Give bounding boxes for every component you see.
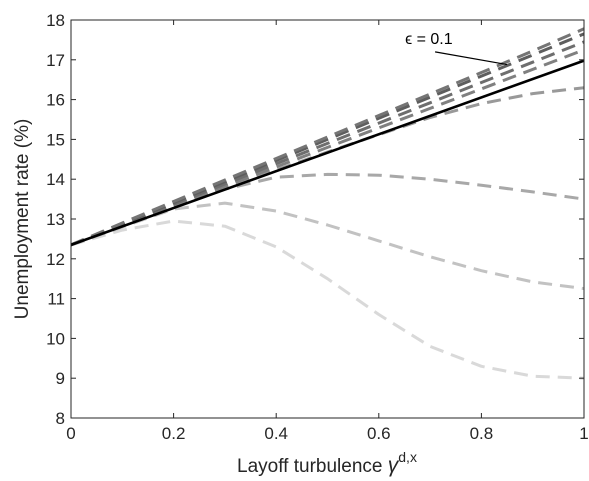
series-lines xyxy=(70,27,585,380)
series-line-8 xyxy=(70,27,585,247)
y-tick-label: 17 xyxy=(46,51,65,70)
x-axis-label: Layoff turbulence γd,x xyxy=(237,449,417,477)
series-line-7 xyxy=(70,32,585,247)
series-line-3 xyxy=(70,172,585,247)
x-tick-label: 1 xyxy=(579,424,588,443)
y-tick-label: 16 xyxy=(46,91,65,110)
y-tick-label: 8 xyxy=(56,409,65,428)
y-tick-label: 10 xyxy=(46,329,65,348)
y-tick-label: 14 xyxy=(46,170,65,189)
y-tick-label: 15 xyxy=(46,130,65,149)
x-axis-superscript: d,x xyxy=(398,449,417,465)
annotation-pointer xyxy=(434,51,508,66)
y-tick-label: 13 xyxy=(46,210,65,229)
y-axis-label: Unemployment rate (%) xyxy=(12,119,33,320)
x-tick-label: 0.6 xyxy=(367,424,391,443)
series-line-9 xyxy=(70,59,585,247)
y-tick-label: 12 xyxy=(46,250,65,269)
axis-ticks xyxy=(70,19,585,419)
series-line-4 xyxy=(70,86,585,247)
series-line-5 xyxy=(70,48,585,247)
x-tick-label: 0.8 xyxy=(470,424,494,443)
series-line-6 xyxy=(70,40,585,247)
series-line-1 xyxy=(70,219,585,380)
x-tick-label: 0.4 xyxy=(264,424,288,443)
annotation-label: ϵ = 0.1 xyxy=(405,31,453,48)
x-tick-label: 0.2 xyxy=(162,424,186,443)
y-tick-label: 18 xyxy=(46,11,65,30)
y-tick-label: 9 xyxy=(56,369,65,388)
y-tick-label: 11 xyxy=(47,290,65,309)
x-axis-symbol: γ xyxy=(388,454,400,477)
x-axis-label-text: Layoff turbulence xyxy=(237,456,382,477)
x-tick-label: 0 xyxy=(66,424,75,443)
